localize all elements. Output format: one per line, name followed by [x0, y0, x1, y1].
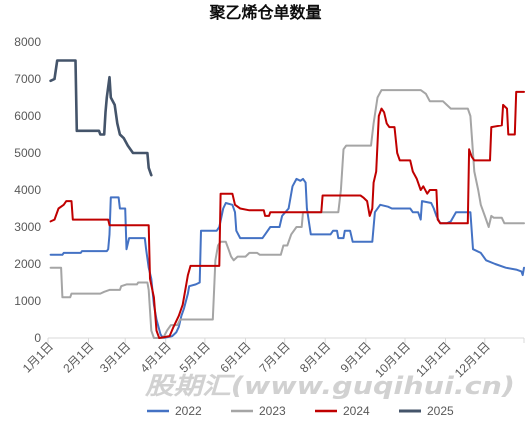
series-line-2024 [49, 90, 525, 339]
y-tick-label: 1000 [14, 294, 41, 308]
legend-label: 2024 [343, 404, 370, 418]
y-tick-label: 2000 [14, 257, 41, 271]
y-tick-label: 0 [34, 331, 41, 345]
series-line-2023 [49, 89, 525, 339]
x-tick-label: 5月1日 [177, 339, 213, 375]
plot-area [49, 59, 525, 339]
x-tick-label: 6月1日 [217, 339, 253, 375]
legend-item-2022: 2022 [147, 404, 202, 418]
y-tick-label: 7000 [14, 72, 41, 86]
x-tick-label: 9月1日 [338, 339, 374, 375]
x-tick-label: 2月1日 [60, 339, 96, 375]
legend-item-2024: 2024 [315, 404, 370, 418]
legend-item-2025: 2025 [399, 404, 454, 418]
chart-title: 聚乙烯仓单数量 [208, 3, 321, 22]
legend-item-2023: 2023 [231, 404, 286, 418]
x-tick-label: 7月1日 [257, 339, 293, 375]
y-tick-label: 3000 [14, 220, 41, 234]
watermark-text: 股期汇(www.guqihui.cn) [144, 372, 515, 400]
y-axis: 0 1000 2000 3000 4000 5000 6000 7000 8000 [14, 35, 41, 345]
legend: 2022 2023 2024 2025 [147, 404, 454, 418]
legend-label: 2025 [427, 404, 454, 418]
series-line-2025 [49, 59, 153, 177]
x-tick-label: 3月1日 [97, 339, 133, 375]
y-tick-label: 6000 [14, 109, 41, 123]
series-line-2022 [49, 177, 525, 339]
legend-label: 2023 [259, 404, 286, 418]
x-tick-label: 8月1日 [297, 339, 333, 375]
y-tick-label: 8000 [14, 35, 41, 49]
legend-label: 2022 [175, 404, 202, 418]
y-tick-label: 4000 [14, 183, 41, 197]
x-tick-label: 4月1日 [138, 339, 174, 375]
y-tick-label: 5000 [14, 146, 41, 160]
